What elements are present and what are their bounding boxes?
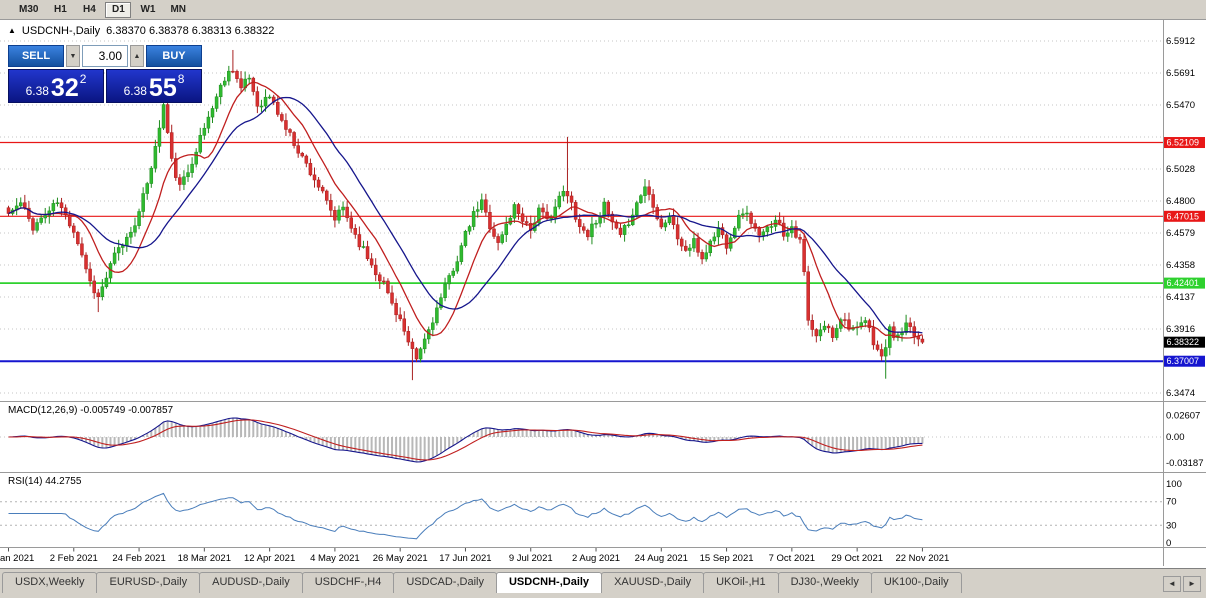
candles: [6, 49, 925, 381]
chart-tab-usdx-weekly[interactable]: USDX,Weekly: [2, 572, 98, 593]
svg-text:6.5912: 6.5912: [1166, 36, 1195, 47]
one-click-trading-panel: SELL ▼ ▲ BUY 6.38 32 2 6.38 55 8: [8, 45, 202, 103]
svg-text:6.4579: 6.4579: [1166, 228, 1195, 239]
svg-text:18 Mar 2021: 18 Mar 2021: [178, 553, 231, 564]
chart-tab-usdcnh-daily[interactable]: USDCNH-,Daily: [495, 572, 603, 593]
chart-ohlc-values: 6.38370 6.38378 6.38313 6.38322: [106, 25, 275, 37]
sell-price-sup: 2: [79, 72, 87, 86]
timeframe-button-5[interactable]: 5: [0, 1, 10, 18]
svg-text:12 Apr 2021: 12 Apr 2021: [244, 553, 295, 564]
chart-tabs: USDX,Weekly EURUSD-,Daily AUDUSD-,Daily USD…: [0, 569, 1158, 598]
buy-price-display[interactable]: 6.38 55 8: [106, 69, 202, 103]
chevron-up-icon: ▲: [133, 52, 141, 60]
timeframe-button-h1[interactable]: H1: [47, 1, 74, 18]
chart-tab-dj30-weekly[interactable]: DJ30-,Weekly: [777, 572, 872, 593]
svg-text:11 Jan 2021: 11 Jan 2021: [0, 553, 34, 564]
timeframe-button-h4[interactable]: H4: [76, 1, 103, 18]
svg-text:24 Aug 2021: 24 Aug 2021: [635, 553, 688, 564]
chart-tab-usdcad-daily[interactable]: USDCAD-,Daily: [393, 572, 497, 593]
tabs-scroll-right-button[interactable]: ►: [1183, 575, 1201, 592]
svg-text:2 Feb 2021: 2 Feb 2021: [50, 553, 98, 564]
svg-text:30: 30: [1166, 520, 1177, 531]
svg-text:0.00: 0.00: [1166, 432, 1185, 443]
svg-text:29 Oct 2021: 29 Oct 2021: [831, 553, 883, 564]
sell-button[interactable]: SELL: [8, 45, 64, 67]
buy-price-sup: 8: [177, 72, 185, 86]
current-price-tag: 6.38322: [1164, 336, 1205, 348]
svg-text:24 Feb 2021: 24 Feb 2021: [112, 553, 165, 564]
svg-text:6.5470: 6.5470: [1166, 100, 1195, 111]
level-lines[interactable]: [0, 141, 1163, 363]
macd-axis-labels: 0.02607 0.00 -0.03187: [1166, 411, 1204, 470]
timeframe-button-m30[interactable]: M30: [13, 1, 45, 18]
svg-text:6.3474: 6.3474: [1166, 388, 1195, 399]
trend-up-icon: ▲: [8, 26, 16, 35]
buy-price-small: 6.38: [123, 84, 147, 98]
svg-text:6.5028: 6.5028: [1166, 164, 1195, 175]
svg-text:22 Nov 2021: 22 Nov 2021: [895, 553, 949, 564]
volume-decrease-button[interactable]: ▼: [66, 45, 80, 67]
svg-text:7 Oct 2021: 7 Oct 2021: [769, 553, 815, 564]
svg-text:9 Jul 2021: 9 Jul 2021: [509, 553, 553, 564]
chart-tab-audusd-daily[interactable]: AUDUSD-,Daily: [199, 572, 303, 593]
chart-header: ▲ USDCNH-,Daily 6.38370 6.38378 6.38313 …: [8, 25, 274, 37]
chart-tab-bar: USDX,Weekly EURUSD-,Daily AUDUSD-,Daily USD…: [0, 568, 1206, 598]
chart-tab-ukoil-h1[interactable]: UKOil-,H1: [703, 572, 779, 593]
svg-text:-0.03187: -0.03187: [1166, 458, 1204, 469]
rsi-axis-labels: 100 70 30 0: [1166, 479, 1182, 549]
level-price-tags: 6.52109 6.47015 6.42401 6.37007: [1164, 137, 1205, 367]
svg-text:6.52109: 6.52109: [1167, 138, 1200, 148]
ma-slow-line: [8, 96, 923, 334]
svg-text:6.47015: 6.47015: [1167, 211, 1200, 221]
date-axis-labels: 11 Jan 2021 2 Feb 2021 24 Feb 2021 18 Mar 2…: [0, 548, 949, 564]
svg-text:15 Sep 2021: 15 Sep 2021: [700, 553, 754, 564]
svg-text:6.37007: 6.37007: [1167, 356, 1200, 366]
svg-text:6.42401: 6.42401: [1167, 278, 1200, 288]
chart-tab-usdchf-h4[interactable]: USDCHF-,H4: [301, 572, 395, 593]
svg-text:0.02607: 0.02607: [1166, 411, 1200, 422]
volume-input[interactable]: [82, 45, 128, 67]
chart-tab-eurusd-daily[interactable]: EURUSD-,Daily: [96, 572, 201, 593]
svg-text:2 Aug 2021: 2 Aug 2021: [572, 553, 620, 564]
price-axis-labels: 6.5912 6.5691 6.5470 6.5028 6.4800 6.4579 6.43…: [1166, 36, 1195, 399]
chart-title: USDCNH-,Daily: [21, 25, 101, 37]
timeframe-button-mn[interactable]: MN: [164, 1, 193, 18]
svg-text:70: 70: [1166, 497, 1177, 508]
chart-tab-uk100-daily[interactable]: UK100-,Daily: [870, 572, 962, 593]
svg-text:100: 100: [1166, 479, 1182, 490]
sell-price-display[interactable]: 6.38 32 2: [8, 69, 104, 103]
buy-button[interactable]: BUY: [146, 45, 202, 67]
sell-price-big: 32: [50, 73, 79, 102]
panel-separators: [0, 19, 1206, 566]
timeframe-button-w1[interactable]: W1: [134, 1, 162, 18]
tab-scroll-controls: ◄ ►: [1158, 569, 1206, 598]
buy-price-big: 55: [148, 73, 177, 102]
macd-label: MACD(12,26,9) -0.005749 -0.007857: [8, 405, 174, 416]
svg-text:6.3916: 6.3916: [1166, 324, 1195, 335]
svg-text:6.4137: 6.4137: [1166, 292, 1195, 303]
svg-text:4 May 2021: 4 May 2021: [310, 553, 360, 564]
rsi-line: [8, 492, 923, 540]
timeframe-toolbar: 5M30H1H4D1W1MN: [0, 0, 1206, 20]
svg-text:26 May 2021: 26 May 2021: [373, 553, 428, 564]
svg-text:6.38322: 6.38322: [1167, 337, 1200, 347]
svg-text:17 Jun 2021: 17 Jun 2021: [439, 553, 491, 564]
timeframe-button-d1[interactable]: D1: [105, 1, 132, 18]
svg-text:6.4800: 6.4800: [1166, 196, 1195, 207]
svg-text:0: 0: [1166, 538, 1171, 549]
macd-signal-line: [8, 419, 923, 461]
chevron-down-icon: ▼: [69, 52, 77, 60]
tabs-scroll-left-button[interactable]: ◄: [1163, 575, 1181, 592]
svg-text:6.4358: 6.4358: [1166, 260, 1195, 271]
chart-tab-xauusd-daily[interactable]: XAUUSD-,Daily: [601, 572, 705, 593]
svg-text:6.5691: 6.5691: [1166, 68, 1195, 79]
volume-increase-button[interactable]: ▲: [130, 45, 144, 67]
rsi-label: RSI(14) 44.2755: [8, 476, 82, 487]
ma-fast-line: [8, 81, 923, 339]
sell-price-small: 6.38: [25, 84, 49, 98]
